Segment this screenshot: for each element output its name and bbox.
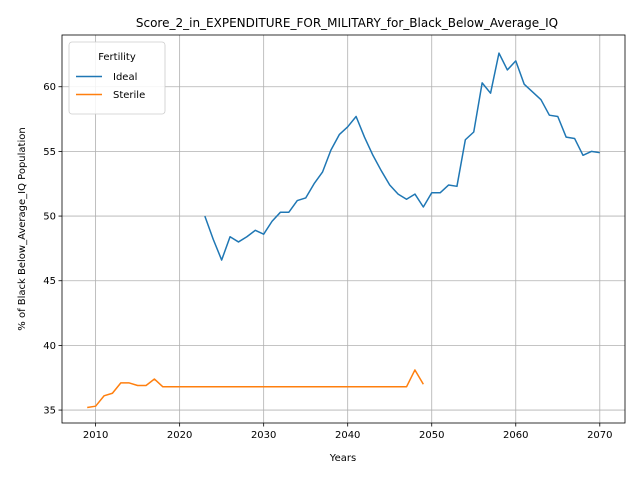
legend-box [68,41,166,115]
legend-label-sterile: Sterile [113,90,145,101]
series-lines [87,52,600,409]
legend-label-ideal: Ideal [113,72,137,83]
chart-title: Score_2_in_EXPENDITURE_FOR_MILITARY_for_… [136,16,558,30]
y-tick-label: 55 [43,147,56,158]
x-tick-label: 2050 [419,430,444,441]
y-axis-ticks: 35 40 45 50 55 60 [43,82,62,417]
grid [62,35,625,423]
x-tick-label: 2030 [251,430,276,441]
x-tick-label: 2040 [335,430,360,441]
plot-frame [61,34,626,424]
x-axis-label: Years [329,453,356,464]
series-line-sterile [87,369,424,409]
legend: Fertility Ideal Sterile [68,41,166,115]
legend-title: Fertility [98,52,136,63]
y-axis-label: % of Black Below_Average_IQ Population [17,127,28,330]
y-tick-label: 45 [43,276,56,287]
y-tick-label: 50 [43,212,56,223]
y-tick-label: 35 [43,406,56,417]
series-line-ideal [204,52,600,261]
x-tick-label: 2010 [83,430,108,441]
x-tick-label: 2020 [167,430,192,441]
x-tick-label: 2060 [503,430,528,441]
y-tick-label: 40 [43,341,56,352]
x-tick-label: 2070 [587,430,612,441]
y-tick-label: 60 [43,82,56,93]
x-axis-ticks: 2010 2020 2030 2040 2050 2060 2070 [83,423,613,441]
